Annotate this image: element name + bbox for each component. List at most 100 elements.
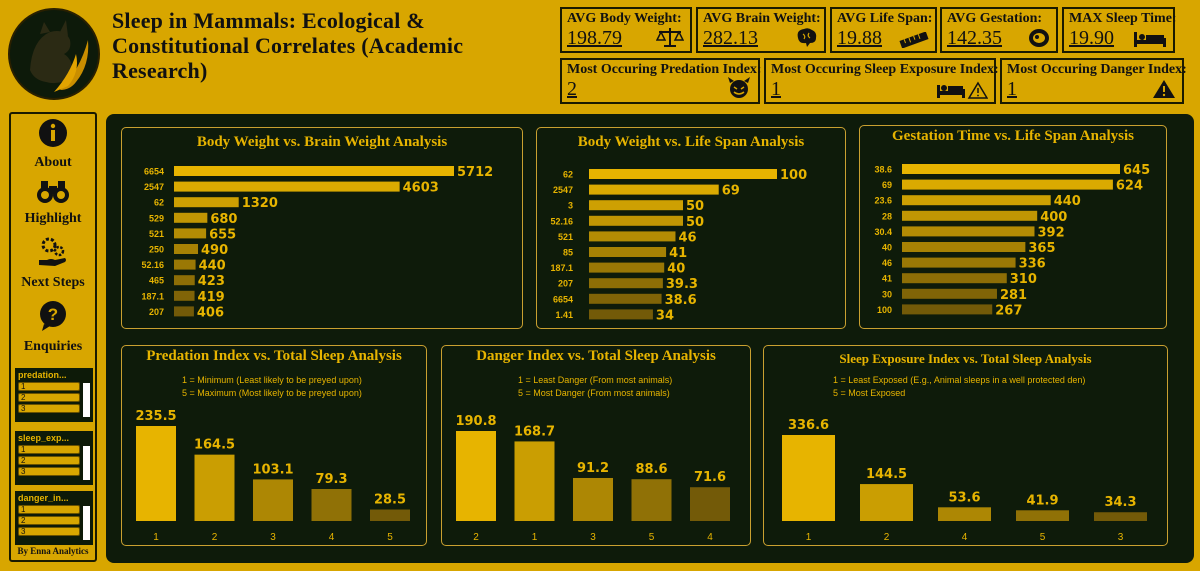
bar[interactable] (174, 290, 195, 301)
chart-plot: 6654 5712 2547 4603 62 1320 529 680 521 655 250 490… (141, 165, 493, 320)
bar[interactable] (902, 195, 1051, 206)
bar[interactable] (1016, 510, 1069, 521)
bar[interactable] (136, 426, 176, 521)
bar[interactable] (902, 242, 1026, 252)
bar[interactable] (589, 247, 667, 257)
bar[interactable] (589, 293, 662, 304)
kpi-value: 142.35 (947, 27, 1002, 49)
bar[interactable] (902, 210, 1038, 221)
bar[interactable] (902, 164, 1120, 174)
category-label: 40 (882, 243, 892, 253)
bar[interactable] (902, 179, 1113, 190)
chart-title: Sleep Exposure Index vs. Total Sleep Ana… (839, 351, 1092, 366)
bar[interactable] (589, 169, 777, 179)
slicer-option[interactable]: 1 (18, 445, 80, 454)
bar[interactable] (174, 166, 454, 176)
bar[interactable] (174, 275, 195, 286)
bar[interactable] (456, 431, 496, 521)
dashboard-canvas: Body Weight vs. Brain Weight Analysis 66… (106, 114, 1194, 563)
category-label: 1 (532, 532, 538, 543)
category-label: 46 (882, 258, 892, 268)
bar[interactable] (589, 278, 663, 289)
category-label: 100 (877, 305, 892, 315)
category-label: 30.4 (874, 227, 892, 237)
data-label: 645 (1123, 163, 1150, 178)
data-label: 164.5 (194, 438, 235, 453)
animal-silhouette-icon (30, 20, 89, 92)
bar[interactable] (902, 257, 1016, 268)
bar[interactable] (589, 215, 683, 226)
bar[interactable] (938, 507, 991, 521)
nav-about[interactable]: About (11, 118, 95, 171)
bar[interactable] (194, 454, 235, 521)
slicer-option[interactable]: 1 (18, 382, 80, 391)
slicer-scrollbar[interactable] (83, 383, 90, 417)
bar[interactable] (174, 244, 199, 254)
note-line: 1 = Least Danger (From most animals) (518, 375, 673, 385)
data-label: 624 (1116, 179, 1143, 194)
bar[interactable] (589, 262, 665, 273)
bar[interactable] (1094, 512, 1147, 521)
bar[interactable] (174, 228, 207, 239)
bar[interactable] (370, 509, 410, 521)
slicer-option[interactable]: 1 (18, 505, 80, 514)
slicer-option[interactable]: 2 (18, 516, 80, 525)
brain-icon (797, 28, 817, 47)
bar[interactable] (174, 306, 194, 317)
bar[interactable] (589, 200, 683, 211)
bar[interactable] (589, 184, 719, 195)
category-label: 521 (558, 232, 573, 242)
category-label: 465 (149, 276, 164, 286)
category-label: 3 (270, 532, 276, 543)
bar[interactable] (902, 304, 993, 315)
slicer-option[interactable]: 3 (18, 467, 80, 476)
data-label: 406 (197, 305, 224, 320)
bar[interactable] (631, 479, 672, 521)
data-label: 392 (1037, 225, 1064, 240)
category-label: 3 (1118, 532, 1124, 543)
category-label: 3 (590, 532, 596, 543)
note-line: 5 = Maximum (Most likely to be preyed up… (182, 388, 362, 398)
category-label: 250 (149, 245, 164, 255)
nav-label: Enquiries (23, 339, 83, 354)
slicer-option[interactable]: 2 (18, 456, 80, 465)
bar[interactable] (860, 484, 913, 521)
data-label: 5712 (457, 165, 493, 180)
bar[interactable] (589, 309, 653, 320)
nav-label: Highlight (24, 211, 82, 226)
slicer-scrollbar[interactable] (83, 446, 90, 480)
bar[interactable] (514, 441, 555, 521)
category-label: 3 (568, 201, 573, 211)
category-label: 69 (882, 180, 892, 190)
slicer-option[interactable]: 3 (18, 404, 80, 413)
kpi-label: Most Occuring Danger Index: (1007, 62, 1187, 77)
info-icon (39, 119, 67, 147)
bar[interactable] (174, 181, 400, 192)
data-label: 100 (780, 168, 807, 183)
chart-legend-note: 1 = Least Danger (From most animals) 5 =… (518, 374, 672, 400)
bar[interactable] (589, 231, 676, 242)
bar[interactable] (253, 479, 293, 521)
bar[interactable] (902, 288, 997, 299)
slicer-option[interactable]: 3 (18, 527, 80, 536)
chart-title: Body Weight vs. Brain Weight Analysis (196, 134, 448, 150)
bar[interactable] (573, 477, 613, 521)
bar[interactable] (690, 487, 730, 521)
kpi-card-sleep-exposure-index: Most Occuring Sleep Exposure Index: 1 (764, 58, 999, 104)
bar[interactable] (174, 197, 239, 208)
bar[interactable] (902, 226, 1035, 237)
kpi-label: AVG Life Span: (837, 11, 933, 26)
nav-highlight[interactable]: Highlight (11, 178, 95, 227)
nav-next-steps[interactable]: Next Steps (11, 236, 95, 291)
bar[interactable] (311, 489, 352, 521)
data-label: 190.8 (455, 414, 496, 429)
bar[interactable] (782, 435, 835, 521)
bar[interactable] (174, 259, 196, 270)
bar[interactable] (902, 273, 1007, 284)
kpi-card-gestation: AVG Gestation: 142.35 (940, 7, 1058, 53)
nav-enquiries[interactable]: ? Enquiries (11, 300, 95, 355)
kpi-card-max-sleep: MAX Sleep Time: 19.90 (1062, 7, 1177, 53)
slicer-scrollbar[interactable] (83, 506, 90, 540)
bar[interactable] (174, 212, 208, 223)
slicer-option[interactable]: 2 (18, 393, 80, 402)
